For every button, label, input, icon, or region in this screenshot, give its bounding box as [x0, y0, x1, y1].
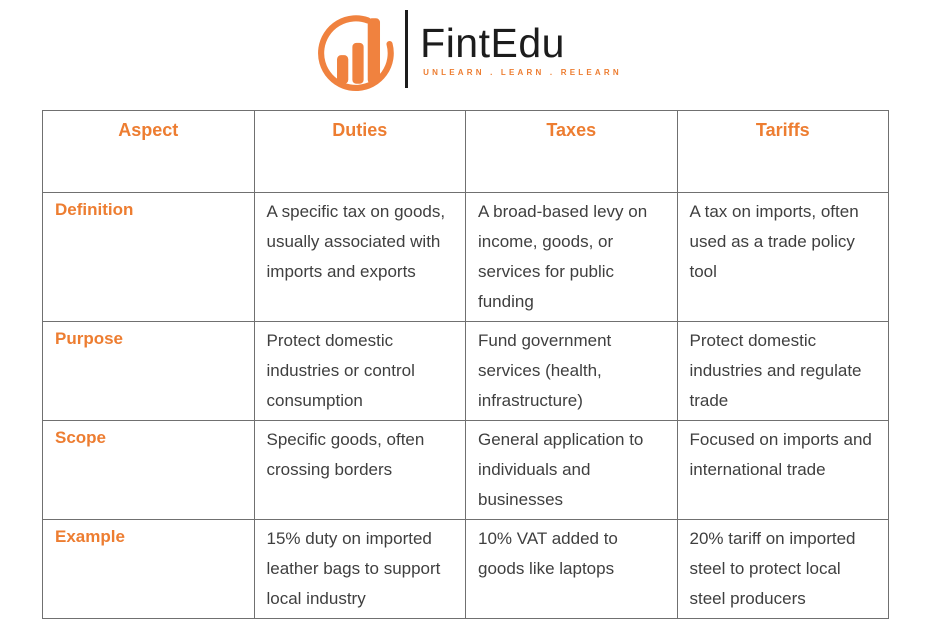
- row-label-purpose: Purpose: [42, 321, 255, 421]
- logo: FintEdu UNLEARN . LEARN . RELEARN: [317, 6, 622, 92]
- cell-example-duties: 15% duty on imported leather bags to sup…: [253, 519, 466, 619]
- cell-definition-taxes: A broad-based levy on income, goods, or …: [465, 192, 678, 322]
- row-label-example: Example: [42, 519, 255, 619]
- table-header-row: Aspect Duties Taxes Tariffs: [42, 110, 889, 193]
- brand-text: FintEdu UNLEARN . LEARN . RELEARN: [420, 21, 622, 77]
- table-row: Purpose Protect domestic industries or c…: [42, 321, 889, 421]
- brand-tagline: UNLEARN . LEARN . RELEARN: [423, 68, 622, 77]
- comparison-table: Aspect Duties Taxes Tariffs Definition A…: [42, 110, 889, 619]
- table-row: Definition A specific tax on goods, usua…: [42, 192, 889, 322]
- brand-header: FintEdu UNLEARN . LEARN . RELEARN: [0, 6, 939, 92]
- cell-purpose-taxes: Fund government services (health, infras…: [465, 321, 678, 421]
- column-header-aspect: Aspect: [42, 110, 255, 193]
- bar-chart-circle-icon: [318, 15, 394, 92]
- cell-definition-tariffs: A tax on imports, often used as a trade …: [676, 192, 889, 322]
- cell-example-taxes: 10% VAT added to goods like laptops: [465, 519, 678, 619]
- cell-definition-duties: A specific tax on goods, usually associa…: [253, 192, 466, 322]
- column-header-duties: Duties: [253, 110, 466, 193]
- row-label-scope: Scope: [42, 420, 255, 520]
- brand-divider: [405, 10, 409, 88]
- cell-example-tariffs: 20% tariff on imported steel to protect …: [676, 519, 889, 619]
- cell-purpose-duties: Protect domestic industries or control c…: [253, 321, 466, 421]
- cell-scope-duties: Specific goods, often crossing borders: [253, 420, 466, 520]
- cell-purpose-tariffs: Protect domestic industries and regulate…: [676, 321, 889, 421]
- cell-scope-tariffs: Focused on imports and international tra…: [676, 420, 889, 520]
- table-row: Scope Specific goods, often crossing bor…: [42, 420, 889, 520]
- cell-scope-taxes: General application to individuals and b…: [465, 420, 678, 520]
- brand-name: FintEdu: [420, 20, 565, 66]
- column-header-taxes: Taxes: [465, 110, 678, 193]
- row-label-definition: Definition: [42, 192, 255, 322]
- table-row: Example 15% duty on imported leather bag…: [42, 519, 889, 619]
- column-header-tariffs: Tariffs: [676, 110, 889, 193]
